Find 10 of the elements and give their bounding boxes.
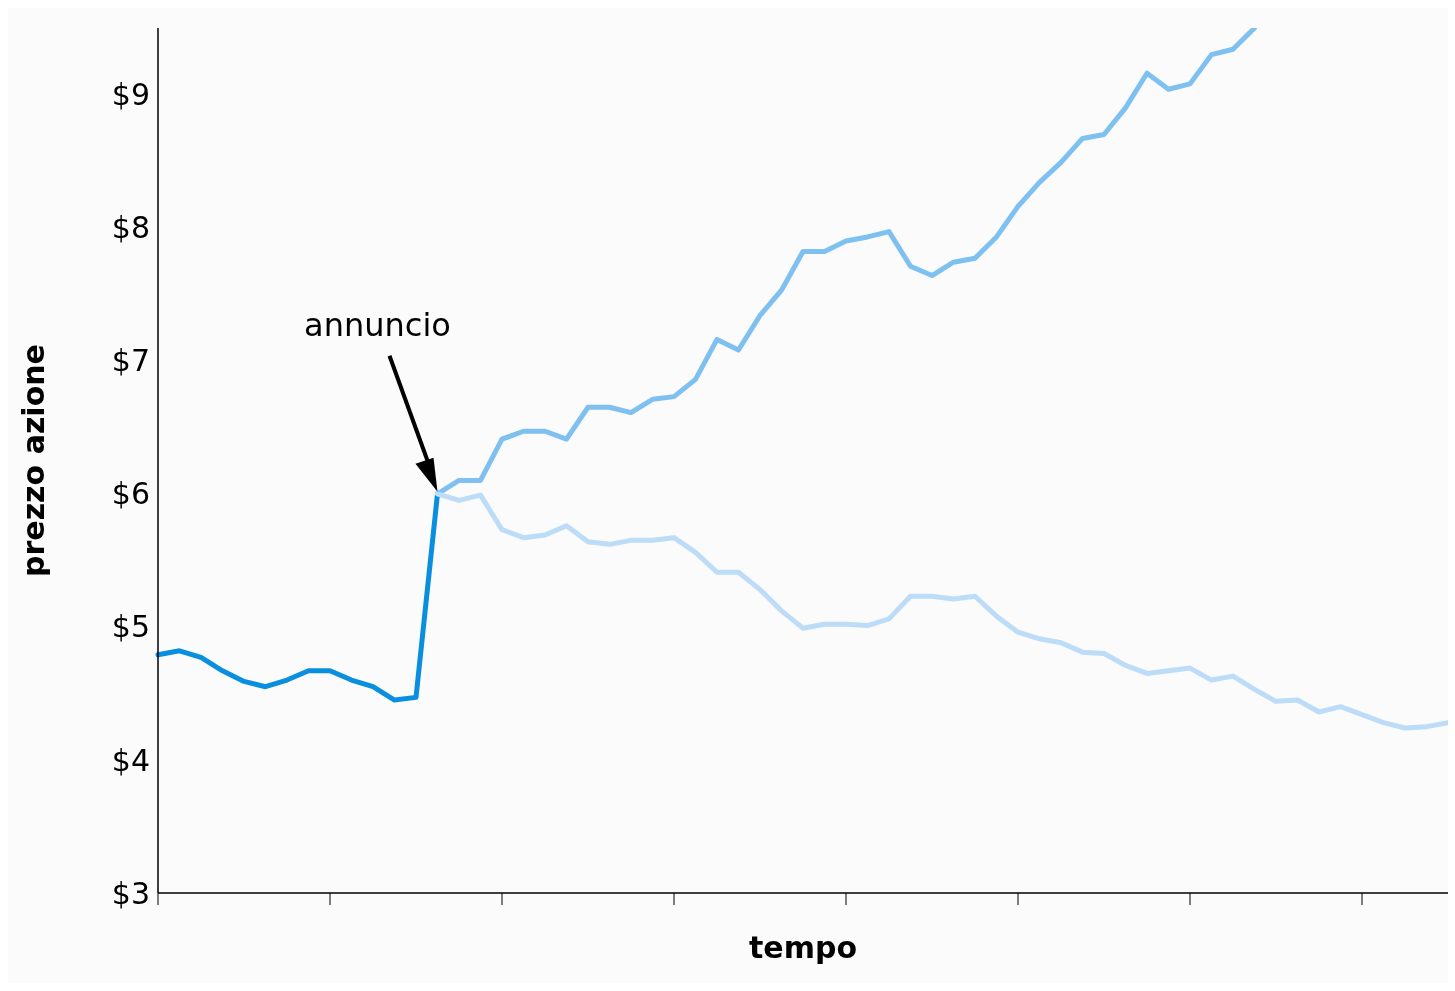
- y-tick-label: $9: [111, 77, 150, 113]
- y-axis-title: prezzo azione: [15, 344, 51, 577]
- y-tick-label: $3: [111, 875, 150, 911]
- y-tick-label: $5: [111, 609, 150, 645]
- y-tick-label: $4: [111, 742, 150, 778]
- annotation: annuncio: [304, 305, 451, 344]
- y-tick-label: $8: [111, 210, 150, 246]
- y-tick-label: $7: [111, 343, 150, 379]
- x-axis-title: tempo: [748, 930, 858, 965]
- y-tick-label: $6: [111, 476, 150, 512]
